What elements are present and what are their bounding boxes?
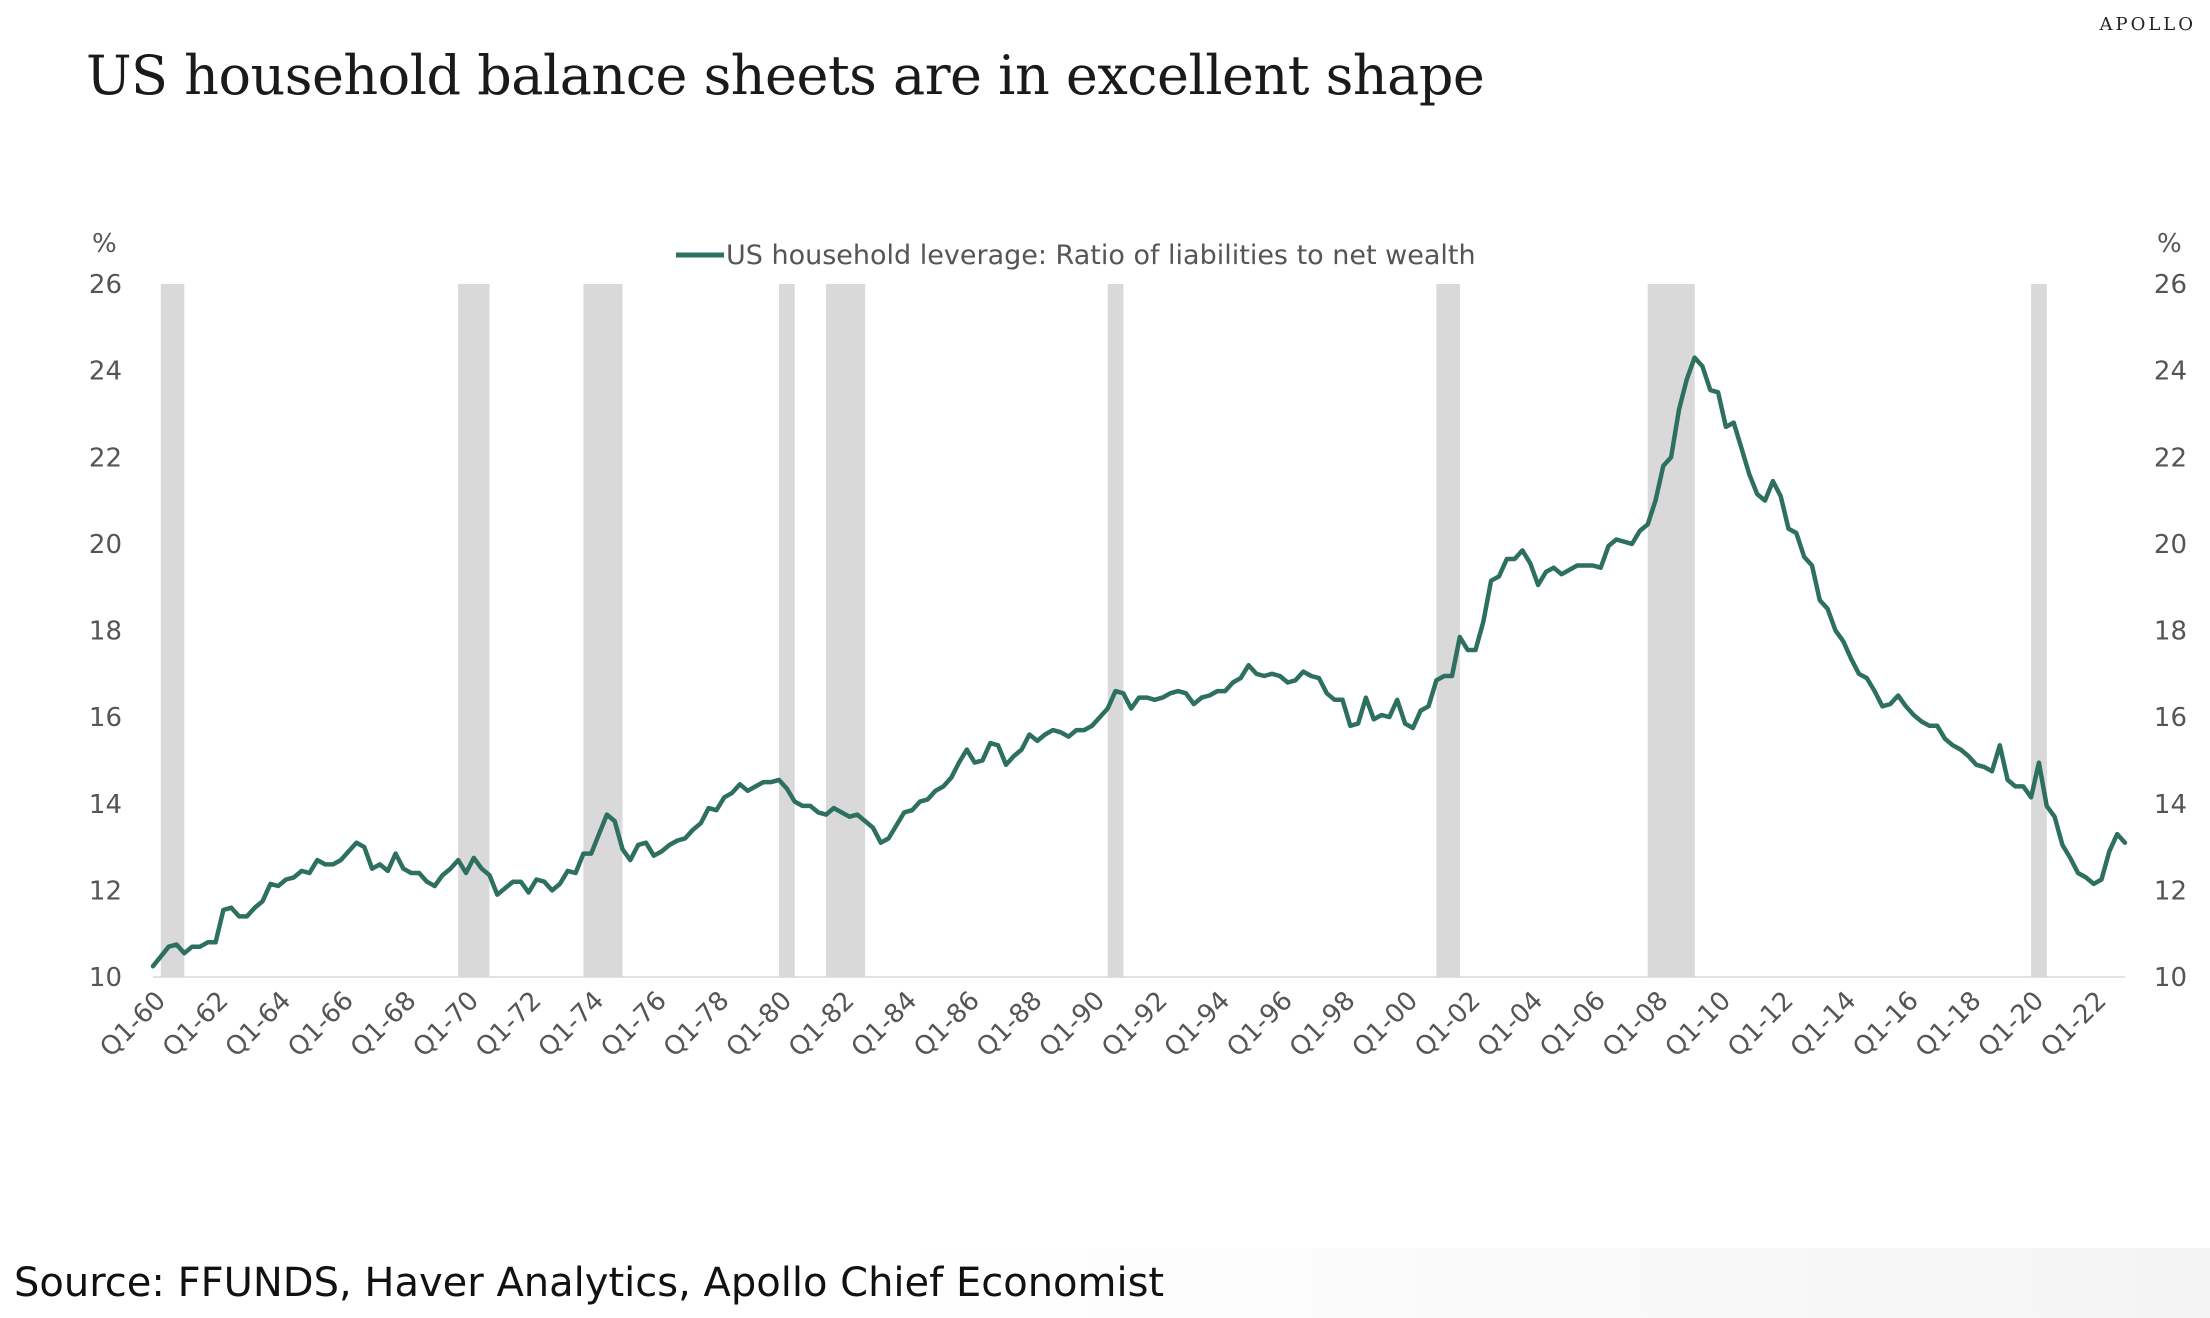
x-tick-Q1-04: Q1-04 (1472, 986, 1549, 1063)
x-tick-Q1-64: Q1-64 (220, 986, 297, 1063)
x-tick-Q1-18: Q1-18 (1910, 986, 1987, 1063)
x-tick-Q1-60: Q1-60 (95, 986, 172, 1063)
legend-label: US household leverage: Ratio of liabilit… (726, 240, 1476, 271)
y-tick-right-26: 26 (2154, 270, 2187, 300)
x-tick-Q1-06: Q1-06 (1534, 986, 1611, 1063)
y-tick-left-14: 14 (89, 790, 122, 820)
recession-band-4 (779, 284, 795, 977)
x-tick-Q1-78: Q1-78 (658, 986, 735, 1063)
x-tick-Q1-00: Q1-00 (1347, 986, 1424, 1063)
y-tick-left-12: 12 (89, 876, 122, 906)
recession-band-6 (1107, 284, 1124, 977)
x-tick-Q1-74: Q1-74 (533, 986, 610, 1063)
x-tick-Q1-16: Q1-16 (1847, 986, 1924, 1063)
x-tick-Q1-86: Q1-86 (908, 986, 985, 1063)
y-tick-left-26: 26 (89, 270, 122, 300)
source-note: Source: FFUNDS, Haver Analytics, Apollo … (14, 1260, 1165, 1306)
x-tick-Q1-92: Q1-92 (1096, 986, 1173, 1063)
y-tick-right-14: 14 (2154, 790, 2187, 820)
x-tick-Q1-94: Q1-94 (1159, 986, 1236, 1063)
recession-band-1 (160, 284, 185, 977)
y-unit-right: % (2157, 229, 2182, 259)
recession-band-5 (826, 284, 866, 977)
x-tick-Q1-14: Q1-14 (1785, 986, 1862, 1063)
y-tick-left-20: 20 (89, 530, 122, 560)
chart-title: US household balance sheets are in excel… (86, 44, 1485, 107)
y-unit-left: % (92, 229, 117, 259)
apollo-logo: APOLLO (2099, 14, 2196, 35)
y-tick-right-22: 22 (2154, 443, 2187, 473)
recession-band-8 (1647, 284, 1695, 977)
x-tick-Q1-02: Q1-02 (1409, 986, 1486, 1063)
recession-band-7 (1436, 284, 1460, 977)
y-tick-left-24: 24 (89, 357, 122, 387)
footer-band (0, 1248, 2210, 1318)
y-tick-right-10: 10 (2154, 963, 2187, 993)
y-tick-right-24: 24 (2154, 357, 2187, 387)
chart-area: 10 10 12 12 14 14 16 16 18 18 20 20 22 22 24 24 26 26%% Q1… (89, 229, 2187, 1063)
y-tick-right-16: 16 (2154, 703, 2187, 733)
x-tick-Q1-82: Q1-82 (783, 986, 860, 1063)
x-tick-Q1-70: Q1-70 (408, 986, 485, 1063)
x-tick-Q1-10: Q1-10 (1660, 986, 1737, 1063)
y-tick-right-12: 12 (2154, 876, 2187, 906)
y-tick-right-20: 20 (2154, 530, 2187, 560)
y-tick-right-18: 18 (2154, 617, 2187, 647)
recession-band-3 (583, 284, 623, 977)
x-tick-Q1-20: Q1-20 (1973, 986, 2050, 1063)
x-tick-Q1-84: Q1-84 (846, 986, 923, 1063)
x-tick-Q1-22: Q1-22 (2035, 986, 2112, 1063)
x-tick-Q1-76: Q1-76 (595, 986, 672, 1063)
x-tick-Q1-98: Q1-98 (1284, 986, 1361, 1063)
x-tick-Q1-90: Q1-90 (1034, 986, 1111, 1063)
x-tick-Q1-80: Q1-80 (721, 986, 798, 1063)
series-line-household-leverage (150, 355, 2128, 969)
y-tick-left-22: 22 (89, 443, 122, 473)
y-tick-left-16: 16 (89, 703, 122, 733)
x-tick-Q1-72: Q1-72 (470, 986, 547, 1063)
x-tick-Q1-68: Q1-68 (345, 986, 422, 1063)
leverage-line-chart: 10 10 12 12 14 14 16 16 18 18 20 20 22 22 24 24 26 26% % Q1… (89, 229, 2187, 1063)
x-tick-Q1-66: Q1-66 (282, 986, 359, 1063)
recession-band-9 (2031, 284, 2047, 977)
y-tick-left-18: 18 (89, 617, 122, 647)
x-tick-Q1-96: Q1-96 (1221, 986, 1298, 1063)
x-tick-Q1-12: Q1-12 (1722, 986, 1799, 1063)
x-tick-Q1-62: Q1-62 (157, 986, 234, 1063)
y-tick-left-10: 10 (89, 963, 122, 993)
x-tick-Q1-08: Q1-08 (1597, 986, 1674, 1063)
x-tick-Q1-88: Q1-88 (971, 986, 1048, 1063)
